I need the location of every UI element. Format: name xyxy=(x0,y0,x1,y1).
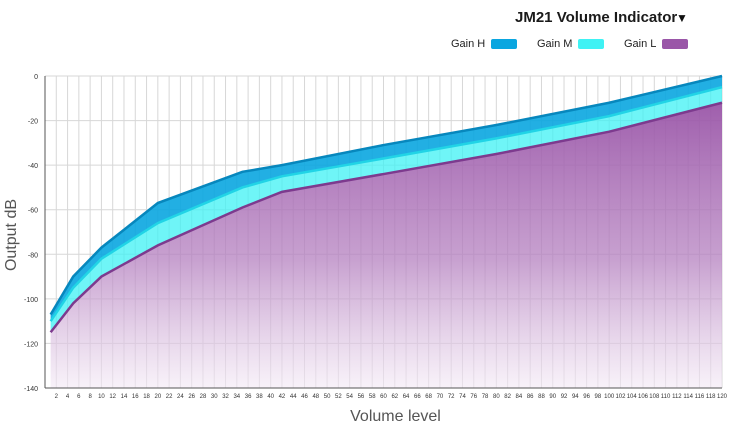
x-tick-label: 26 xyxy=(188,394,195,400)
x-tick-label: 76 xyxy=(470,394,477,400)
y-tick-label: -40 xyxy=(28,163,38,170)
chart-title: JM21 Volume Indicator xyxy=(515,9,678,26)
x-tick-label: 110 xyxy=(661,394,671,400)
y-axis-title: Output dB xyxy=(3,198,20,272)
legend-label: Gain H xyxy=(451,38,486,50)
legend-swatch xyxy=(578,39,605,49)
x-tick-label: 68 xyxy=(425,394,432,400)
y-tick-label: -60 xyxy=(28,208,38,215)
x-tick-label: 32 xyxy=(222,394,229,400)
x-tick-label: 70 xyxy=(437,394,444,400)
x-tick-label: 16 xyxy=(132,394,139,400)
x-tick-label: 6 xyxy=(77,394,81,400)
x-tick-label: 64 xyxy=(403,394,410,400)
x-tick-label: 72 xyxy=(448,394,455,400)
x-tick-label: 48 xyxy=(312,394,319,400)
x-tick-label: 52 xyxy=(335,394,342,400)
x-tick-label: 14 xyxy=(121,394,128,400)
x-tick-label: 112 xyxy=(672,394,682,400)
x-tick-label: 96 xyxy=(583,394,590,400)
y-tick-label: -20 xyxy=(28,119,38,126)
x-tick-label: 118 xyxy=(706,394,716,400)
axes xyxy=(44,76,722,389)
x-tick-label: 84 xyxy=(516,394,523,400)
x-tick-label: 4 xyxy=(66,394,70,400)
y-tick-label: 0 xyxy=(34,74,38,81)
x-tick-label: 100 xyxy=(604,394,615,400)
legend-label: Gain L xyxy=(624,38,657,50)
x-tick-label: 90 xyxy=(549,394,556,400)
x-tick-label: 98 xyxy=(595,394,602,400)
x-tick-label: 12 xyxy=(109,394,116,400)
area-gain-m xyxy=(50,87,723,333)
area-gain-l xyxy=(50,102,723,388)
series-lines xyxy=(49,74,723,334)
x-tick-label: 42 xyxy=(279,394,286,400)
x-tick-label: 34 xyxy=(233,394,240,400)
line-gain-h xyxy=(49,74,723,316)
x-tick-label: 92 xyxy=(561,394,568,400)
x-tick-label: 78 xyxy=(482,394,489,400)
line-gain-m xyxy=(49,85,723,322)
legend-swatch xyxy=(491,39,518,49)
x-tick-label: 88 xyxy=(538,394,545,400)
area-gain-h xyxy=(50,76,723,322)
y-tick-label: -100 xyxy=(24,297,38,304)
legend-label: Gain M xyxy=(537,38,573,50)
x-tick-label: 62 xyxy=(391,394,398,400)
x-tick-label: 56 xyxy=(358,394,365,400)
x-tick-label: 94 xyxy=(572,394,579,400)
legend: Gain H Gain M Gain L xyxy=(0,36,731,52)
x-axis-title: Volume level xyxy=(350,408,441,425)
dropdown-caret-icon[interactable]: ▼ xyxy=(676,11,688,25)
y-tick-label: -80 xyxy=(28,252,38,259)
x-tick-label: 74 xyxy=(459,394,466,400)
x-tick-label: 10 xyxy=(98,394,105,400)
y-tick-label: -140 xyxy=(24,386,38,393)
x-tick-label: 22 xyxy=(166,394,173,400)
x-tick-label: 24 xyxy=(177,394,184,400)
x-tick-label: 38 xyxy=(256,394,263,400)
x-tick-label: 28 xyxy=(200,394,207,400)
chart-title-bar: JM21 Volume Indicator ▼ xyxy=(0,9,731,31)
x-tick-label: 58 xyxy=(369,394,376,400)
series-areas xyxy=(50,76,723,388)
x-tick-label: 120 xyxy=(717,394,728,400)
x-tick-label: 36 xyxy=(245,394,252,400)
x-tick-labels: 2 4 6 8 10 12 14 16 18 20 22 24 26 28 30 32 34 36 38 40 42 44… xyxy=(55,394,728,400)
y-tick-label: -120 xyxy=(24,341,38,348)
x-tick-label: 104 xyxy=(627,394,638,400)
x-tick-label: 108 xyxy=(649,394,660,400)
legend-item-gain-m[interactable]: Gain M xyxy=(537,36,605,52)
x-tick-label: 54 xyxy=(346,394,353,400)
x-tick-label: 18 xyxy=(143,394,150,400)
x-tick-label: 20 xyxy=(154,394,161,400)
x-tick-label: 102 xyxy=(615,394,626,400)
x-tick-label: 66 xyxy=(414,394,421,400)
x-tick-label: 106 xyxy=(638,394,649,400)
x-tick-label: 60 xyxy=(380,394,387,400)
legend-swatch xyxy=(662,39,689,49)
x-tick-label: 30 xyxy=(211,394,218,400)
x-tick-label: 82 xyxy=(504,394,511,400)
x-tick-label: 2 xyxy=(55,394,59,400)
y-tick-labels: 0 -20 -40 -60 -80 -100 -120 -140 xyxy=(24,74,38,393)
x-tick-label: 46 xyxy=(301,394,308,400)
x-tick-label: 80 xyxy=(493,394,500,400)
x-tick-label: 114 xyxy=(683,394,693,400)
x-tick-label: 40 xyxy=(267,394,274,400)
legend-item-gain-l[interactable]: Gain L xyxy=(624,36,689,52)
line-gain-l xyxy=(49,101,723,334)
x-tick-label: 116 xyxy=(695,394,705,400)
x-tick-label: 86 xyxy=(527,394,534,400)
x-tick-label: 44 xyxy=(290,394,297,400)
legend-item-gain-h[interactable]: Gain H xyxy=(451,36,518,52)
x-tick-label: 8 xyxy=(88,394,92,400)
x-tick-label: 50 xyxy=(324,394,331,400)
